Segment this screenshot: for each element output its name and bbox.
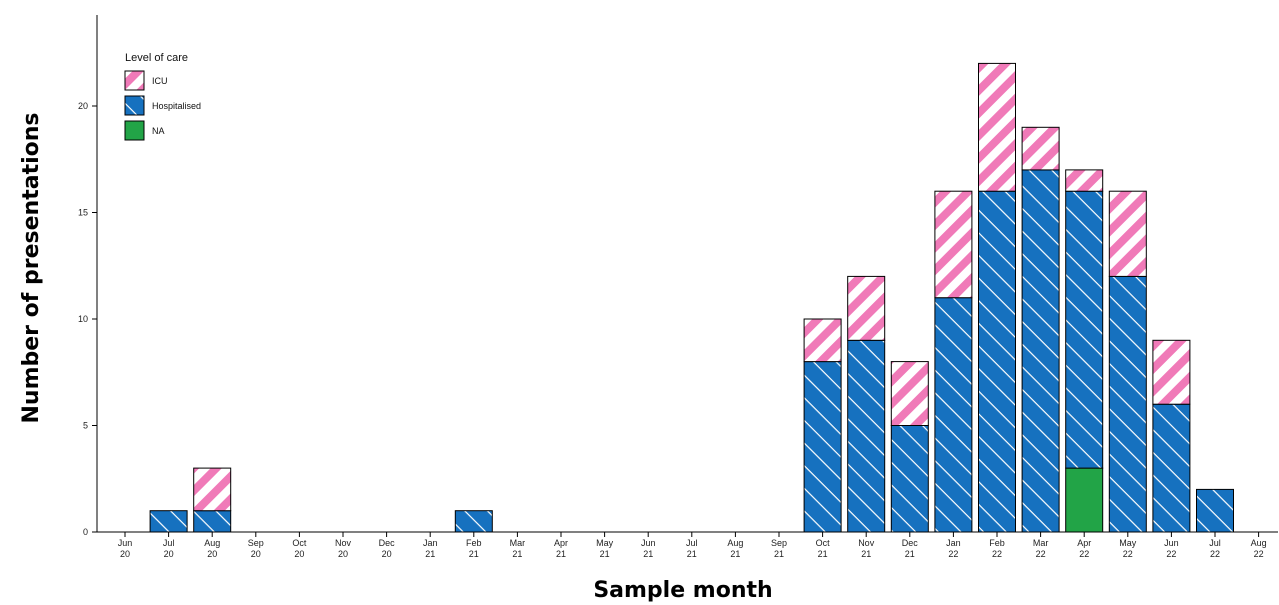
legend: Level of care ICU Hospitalised NA bbox=[124, 52, 201, 141]
y-tick-label: 15 bbox=[78, 208, 88, 218]
bars bbox=[149, 62, 1234, 533]
x-tick-label-month: Jun bbox=[641, 538, 656, 548]
y-tick-label: 20 bbox=[78, 101, 88, 111]
x-tick-label-month: Jun bbox=[1164, 538, 1179, 548]
y-tick-label: 10 bbox=[78, 314, 88, 324]
bar-segment-na bbox=[1065, 467, 1104, 533]
y-ticks: 0 5 10 15 20 bbox=[78, 101, 97, 537]
x-tick-label-month: Aug bbox=[1251, 538, 1267, 548]
x-tick-label-month: Jun bbox=[118, 538, 133, 548]
bar-segment-hospitalised bbox=[934, 297, 973, 533]
x-tick-label-year: 22 bbox=[1036, 549, 1046, 559]
x-tick-label-month: Feb bbox=[989, 538, 1005, 548]
x-tick-label-month: May bbox=[596, 538, 614, 548]
x-tick-label-year: 21 bbox=[818, 549, 828, 559]
x-tick-label-month: Oct bbox=[292, 538, 307, 548]
x-axis-title: Sample month bbox=[593, 578, 772, 603]
bar-segment-icu bbox=[193, 467, 232, 512]
x-tick-label-year: 22 bbox=[1254, 549, 1264, 559]
y-tick-label: 0 bbox=[83, 527, 88, 537]
x-tick-label-month: Aug bbox=[727, 538, 743, 548]
x-tick-label-month: Oct bbox=[816, 538, 831, 548]
bar-segment-hospitalised bbox=[1196, 488, 1234, 533]
x-tick-label-month: Sep bbox=[771, 538, 787, 548]
x-tick-label-month: Aug bbox=[204, 538, 220, 548]
bar-segment-hospitalised bbox=[978, 190, 1016, 533]
bar-segment-icu bbox=[1108, 190, 1147, 277]
x-tick-label-year: 20 bbox=[164, 549, 174, 559]
x-tick-label-year: 21 bbox=[687, 549, 697, 559]
bar-segment-hospitalised bbox=[1065, 190, 1104, 469]
x-tick-label-year: 21 bbox=[512, 549, 522, 559]
bar-segment-hospitalised bbox=[890, 425, 929, 533]
x-tick-label-year: 21 bbox=[643, 549, 653, 559]
x-tick-label-year: 21 bbox=[556, 549, 566, 559]
x-tick-label-month: Dec bbox=[902, 538, 919, 548]
x-tick-label-year: 22 bbox=[948, 549, 958, 559]
x-tick-label-month: Jul bbox=[686, 538, 698, 548]
bar-segment-icu bbox=[978, 62, 1016, 192]
bar-segment-hospitalised bbox=[1108, 275, 1147, 533]
legend-swatch-na bbox=[124, 120, 145, 141]
x-tick-label-month: Jul bbox=[1209, 538, 1221, 548]
bar-segment-icu bbox=[1021, 126, 1060, 171]
x-tick-label-month: Nov bbox=[335, 538, 352, 548]
bar-segment-hospitalised bbox=[149, 510, 188, 533]
x-tick-label-year: 21 bbox=[730, 549, 740, 559]
legend-swatch-hospitalised bbox=[124, 95, 145, 116]
x-tick-label-month: Nov bbox=[858, 538, 875, 548]
x-tick-label-year: 20 bbox=[251, 549, 261, 559]
x-tick-label-month: Mar bbox=[510, 538, 526, 548]
x-tick-label-year: 21 bbox=[600, 549, 610, 559]
y-axis-title: Number of presentations bbox=[19, 112, 44, 423]
x-tick-label-month: Apr bbox=[554, 538, 568, 548]
legend-label-icu: ICU bbox=[152, 76, 168, 86]
x-tick-label-year: 21 bbox=[425, 549, 435, 559]
x-tick-label-year: 21 bbox=[469, 549, 479, 559]
bar-segment-hospitalised bbox=[454, 510, 493, 533]
x-tick-label-month: Jan bbox=[946, 538, 961, 548]
x-tick-label-month: Jan bbox=[423, 538, 438, 548]
bar-segment-icu bbox=[1065, 169, 1104, 192]
x-tick-label-month: Mar bbox=[1033, 538, 1049, 548]
bar-segment-icu bbox=[934, 190, 973, 299]
x-tick-label-year: 22 bbox=[992, 549, 1002, 559]
bar-segment-icu bbox=[803, 318, 842, 363]
bar-segment-hospitalised bbox=[1021, 169, 1060, 533]
x-tick-label-year: 21 bbox=[774, 549, 784, 559]
x-tick-label-month: Sep bbox=[248, 538, 264, 548]
x-tick-label-year: 21 bbox=[861, 549, 871, 559]
y-tick-label: 5 bbox=[83, 421, 88, 431]
x-tick-label-year: 20 bbox=[120, 549, 130, 559]
x-tick-label-year: 20 bbox=[382, 549, 392, 559]
x-tick-label-year: 22 bbox=[1079, 549, 1089, 559]
bar-segment-hospitalised bbox=[803, 361, 842, 533]
x-tick-label-month: Feb bbox=[466, 538, 482, 548]
x-ticks: Jun20Jul20Aug20Sep20Oct20Nov20Dec20Jan21… bbox=[118, 532, 1267, 559]
bar-segment-icu bbox=[847, 275, 886, 341]
x-tick-label-year: 22 bbox=[1210, 549, 1220, 559]
bar-segment-hospitalised bbox=[1152, 403, 1191, 533]
bar-segment-hospitalised bbox=[847, 339, 886, 533]
legend-swatch-icu bbox=[124, 70, 145, 91]
x-tick-label-year: 21 bbox=[905, 549, 915, 559]
x-tick-label-month: Apr bbox=[1077, 538, 1091, 548]
x-tick-label-year: 20 bbox=[294, 549, 304, 559]
x-tick-label-year: 20 bbox=[338, 549, 348, 559]
x-tick-label-year: 22 bbox=[1123, 549, 1133, 559]
bar-segment-hospitalised bbox=[193, 510, 232, 533]
x-tick-label-month: May bbox=[1119, 538, 1137, 548]
x-tick-label-year: 22 bbox=[1166, 549, 1176, 559]
x-tick-label-month: Jul bbox=[163, 538, 175, 548]
x-tick-label-month: Dec bbox=[379, 538, 396, 548]
bar-segment-icu bbox=[890, 361, 929, 427]
legend-label-hospitalised: Hospitalised bbox=[152, 101, 201, 111]
bar-segment-icu bbox=[1152, 339, 1191, 405]
legend-label-na: NA bbox=[152, 126, 165, 136]
legend-title: Level of care bbox=[125, 52, 188, 64]
x-tick-label-year: 20 bbox=[207, 549, 217, 559]
